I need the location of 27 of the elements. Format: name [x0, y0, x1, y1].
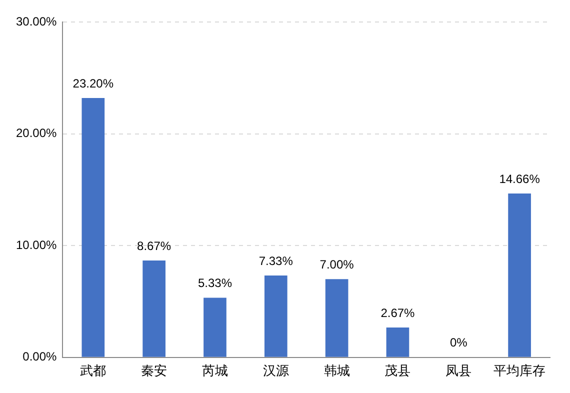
x-tick-label: 平均库存	[494, 362, 546, 378]
bar	[508, 194, 531, 357]
x-tick-label: 武都	[80, 362, 106, 378]
data-label: 14.66%	[499, 172, 540, 186]
data-label: 7.00%	[320, 257, 354, 272]
x-tick-label: 秦安	[141, 362, 168, 378]
x-tick-label: 凤县	[446, 362, 472, 378]
bar	[204, 298, 226, 357]
data-label: 0%	[450, 336, 468, 350]
y-tick-label: 20.00%	[16, 126, 58, 140]
bar	[386, 328, 410, 357]
bar	[264, 275, 288, 357]
data-label: 5.33%	[198, 276, 232, 290]
x-tick-label: 芮城	[202, 362, 228, 378]
y-tick-label: 30.00%	[16, 14, 58, 28]
x-tick-label: 韩城	[324, 362, 350, 378]
bar	[325, 279, 348, 357]
bar	[142, 260, 166, 357]
bar	[82, 98, 105, 357]
data-label: 23.20%	[72, 76, 114, 90]
y-tick-label: 0.00%	[22, 350, 58, 364]
x-tick-label: 汉源	[262, 362, 289, 378]
data-label: 8.67%	[137, 238, 172, 253]
y-tick-label: 10.00%	[16, 238, 58, 252]
x-tick-label: 茂县	[384, 362, 411, 378]
data-label: 7.33%	[258, 254, 294, 268]
data-label: 2.67%	[380, 306, 416, 320]
